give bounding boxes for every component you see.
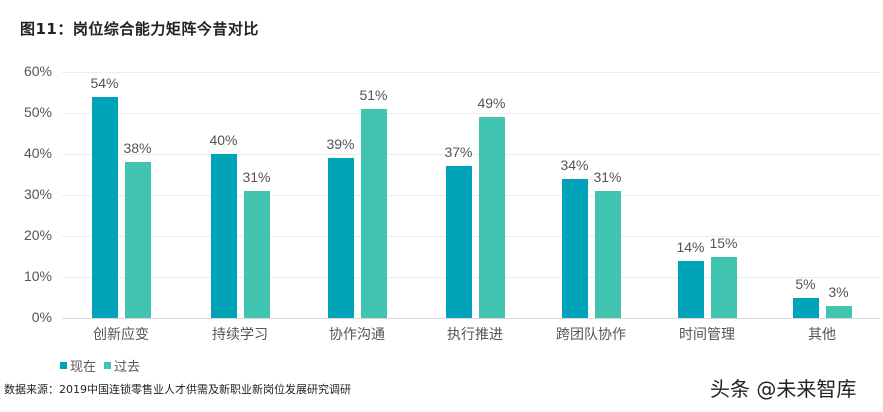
- bar-past: [594, 190, 621, 318]
- data-label: 38%: [123, 140, 152, 157]
- bar-past: [710, 256, 737, 318]
- data-label: 39%: [326, 136, 355, 153]
- y-tick-label: 10%: [23, 268, 52, 284]
- data-label: 40%: [209, 132, 238, 148]
- y-tick-label: 50%: [23, 104, 52, 120]
- data-label: 54%: [90, 74, 119, 91]
- bar-now: [677, 260, 704, 318]
- chart-title: 图11：岗位综合能力矩阵今昔对比: [20, 20, 259, 38]
- x-category-label: 跨团队协作: [556, 327, 626, 343]
- data-label: 37%: [444, 144, 473, 161]
- bar-now: [210, 154, 237, 318]
- gridline: [62, 154, 880, 155]
- gridline: [62, 113, 880, 114]
- y-tick-label: 40%: [23, 145, 52, 161]
- y-tick-label: 0%: [31, 309, 52, 325]
- data-label: 51%: [359, 86, 388, 103]
- bar-now: [91, 96, 118, 318]
- data-label: 3%: [828, 283, 849, 300]
- x-category-label: 时间管理: [679, 327, 735, 343]
- watermark: 头条 @未来智库: [710, 377, 857, 401]
- gridline: [62, 72, 880, 73]
- data-label: 34%: [560, 156, 589, 173]
- data-label: 15%: [709, 234, 738, 251]
- data-label: 31%: [593, 168, 622, 185]
- bar-now: [445, 166, 472, 318]
- y-tick-label: 20%: [23, 227, 52, 243]
- x-category-label: 其他: [808, 327, 836, 343]
- bar-past: [825, 305, 852, 318]
- data-label: 5%: [795, 275, 816, 292]
- legend-swatch-past: [104, 362, 112, 369]
- y-tick-label: 30%: [23, 186, 52, 202]
- bar-past: [243, 190, 270, 318]
- legend: 现在 过去: [60, 356, 140, 375]
- x-category-label: 执行推进: [447, 327, 503, 343]
- y-tick-label: 60%: [23, 63, 52, 79]
- data-label: 31%: [242, 168, 271, 185]
- x-category-label: 协作沟通: [329, 327, 385, 343]
- bar-now: [561, 178, 588, 318]
- x-category-label: 持续学习: [212, 327, 268, 343]
- data-label: 49%: [477, 95, 506, 112]
- bar-now: [792, 297, 819, 318]
- legend-item-now: 现在: [60, 356, 96, 375]
- bar-past: [360, 108, 387, 318]
- bar-past: [124, 162, 151, 318]
- legend-label-now: 现在: [70, 360, 97, 375]
- bar-past: [478, 117, 505, 318]
- bar-now: [327, 158, 354, 318]
- legend-item-past: 过去: [104, 356, 140, 375]
- data-source-note: 数据来源：2019中国连锁零售业人才供需及新职业新岗位发展研究调研: [4, 383, 351, 396]
- legend-swatch-now: [60, 362, 67, 369]
- data-label: 14%: [676, 238, 705, 255]
- gridline: [62, 318, 880, 319]
- legend-label-past: 过去: [114, 360, 141, 375]
- x-category-label: 创新应变: [93, 327, 149, 343]
